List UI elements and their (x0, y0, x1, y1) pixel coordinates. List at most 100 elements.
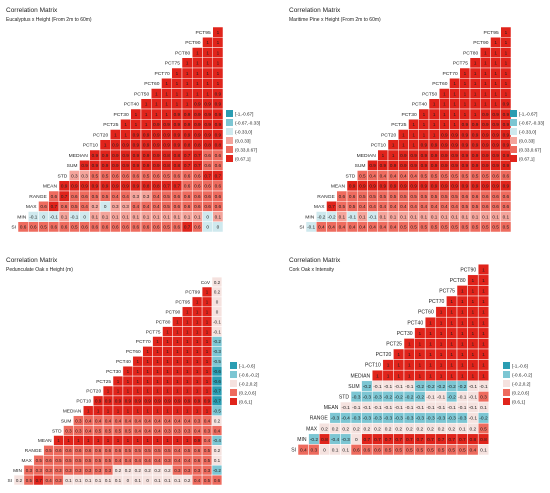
cell-value: 1 (206, 359, 209, 364)
row-label: RANGE (25, 448, 42, 454)
cell-value: 1 (461, 363, 464, 369)
row-label: PCT70 (154, 71, 170, 77)
row-label: PCT80 (175, 50, 191, 56)
cell-value: 1 (107, 408, 110, 413)
row-label: PCT95 (195, 30, 211, 36)
cell-value: 0.9 (380, 163, 387, 168)
cell-value: 0.2 (214, 280, 221, 285)
cell-value: 1 (186, 91, 189, 96)
cell-value: 1 (397, 363, 400, 369)
cell-value: 1 (505, 81, 508, 86)
cell-value: 0.5 (431, 194, 438, 199)
cell-value: 0.1 (194, 214, 201, 219)
cell-value: -0.2 (213, 468, 221, 473)
cell-value: 1 (196, 389, 199, 394)
cell-value: 1 (461, 289, 464, 295)
row-label: PCT95 (175, 300, 190, 306)
cell-value: 0.1 (421, 214, 428, 219)
cell-value: 1 (186, 339, 189, 344)
cell-value: 0.9 (135, 399, 142, 404)
cell-value: -0.3 (448, 416, 457, 422)
cell-value: 0.5 (135, 448, 142, 453)
row-label: PCT75 (453, 61, 469, 67)
cell-value: -0.1 (363, 405, 372, 411)
cell-value: 0.4 (115, 418, 122, 423)
cell-value: 1 (196, 369, 199, 374)
cell-value: 0.5 (410, 194, 417, 199)
cell-value: 0.5 (427, 448, 434, 454)
cell-value: 0.1 (492, 214, 499, 219)
cell-value: 0.6 (194, 204, 201, 209)
cell-value: 1 (156, 408, 159, 413)
cell-value: 1 (165, 91, 168, 96)
cell-value: 0.4 (349, 225, 356, 230)
cell-value: 0.6 (81, 225, 88, 230)
legend-label: (0.33,0.67] (235, 148, 257, 153)
heatmap-cell (211, 474, 223, 486)
cell-value: 0.5 (421, 225, 428, 230)
cell-value: 1 (206, 81, 209, 86)
panel-subtitle: Eucalyptus x Height (From 2m to 60m) (6, 17, 92, 23)
cell-value: 1 (166, 389, 169, 394)
cell-value: 0.2 (364, 426, 371, 432)
cell-value: 0.5 (85, 458, 92, 463)
cell-value: -0.1 (416, 405, 425, 411)
cell-value: 0.3 (194, 468, 201, 473)
cell-value: 0.4 (125, 418, 132, 423)
cell-value: 1 (433, 122, 436, 127)
cell-value: 1 (450, 352, 453, 358)
row-label: PCT25 (391, 122, 407, 128)
cell-value: 1 (387, 363, 390, 369)
row-label: PCT99 (185, 290, 200, 296)
cell-value: 0.5 (417, 448, 424, 454)
cell-value: 1 (440, 363, 443, 369)
cell-value: 0.6 (215, 163, 222, 168)
cell-value: 0.5 (395, 448, 402, 454)
cell-value: 1 (505, 40, 508, 45)
cell-value: 0.5 (462, 173, 469, 178)
cell-value: 0.6 (204, 184, 211, 189)
cell-value: 0.9 (431, 163, 438, 168)
cell-value: 0.9 (133, 153, 140, 158)
cell-value: 0.6 (61, 225, 68, 230)
legend-label: (-0.2,0.2] (239, 382, 257, 387)
cell-value: 0.9 (102, 184, 109, 189)
cell-value: 1 (186, 379, 189, 384)
cell-value: 0.9 (102, 153, 109, 158)
cell-value: 0.8 (163, 153, 170, 158)
cell-value: 0 (42, 214, 45, 219)
cell-value: 0.8 (174, 163, 181, 168)
cell-value: 1 (166, 329, 169, 334)
cell-value: -0.7 (213, 389, 221, 394)
cell-value: -0.1 (384, 405, 393, 411)
legend-label: (0.2,0.6] (512, 391, 529, 396)
cell-value: 1 (176, 102, 179, 107)
cell-value: 0.1 (154, 478, 161, 483)
cell-value: 0.6 (194, 194, 201, 199)
cell-value: -0.1 (348, 214, 356, 219)
cell-value: 0.9 (174, 112, 181, 117)
cell-value: 0.9 (81, 163, 88, 168)
cell-value: 0.4 (145, 458, 152, 463)
cell-value: 0.9 (410, 163, 417, 168)
cell-value: -0.2 (448, 384, 457, 390)
cell-value: 0.9 (482, 184, 489, 189)
cell-value: -0.1 (213, 319, 221, 324)
row-label: MIN (297, 437, 307, 443)
cell-value: -0.3 (331, 416, 340, 422)
cell-value: 0.9 (112, 163, 119, 168)
cell-value: 0.3 (65, 428, 72, 433)
cell-value: 0.9 (215, 112, 222, 117)
cell-value: 1 (206, 389, 209, 394)
cell-value: 0.5 (204, 448, 211, 453)
cell-value: 1 (494, 40, 497, 45)
cell-value: 0 (216, 309, 219, 314)
row-label: RANGE (317, 194, 335, 200)
cell-value: 1 (117, 408, 120, 413)
row-label: STD (52, 428, 62, 434)
cell-value: 0 (127, 478, 130, 483)
cell-value: 1 (419, 342, 422, 348)
cell-value: 0.3 (55, 478, 62, 483)
cell-value: 0.9 (482, 153, 489, 158)
cell-value: 0.6 (95, 448, 102, 453)
